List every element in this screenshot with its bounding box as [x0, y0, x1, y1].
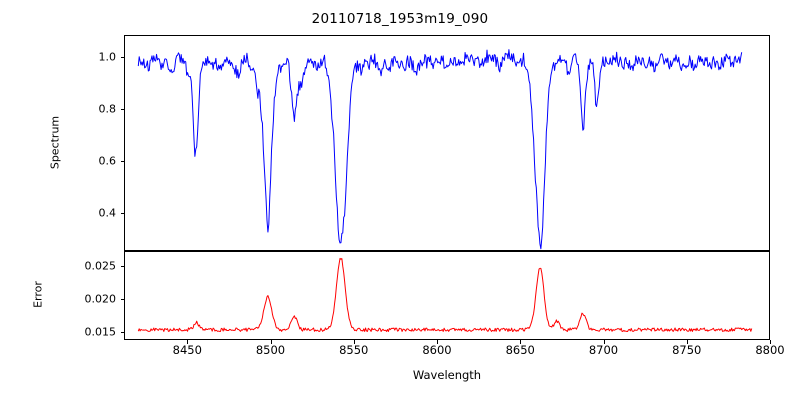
tick-mark [120, 57, 124, 59]
tick-mark [353, 340, 355, 344]
x-axis-tick-label: 8450 [172, 343, 202, 357]
y-axis-tick-label-spectrum: 0.4 [98, 206, 117, 220]
error-line-plot [125, 252, 769, 339]
x-axis-tick-label: 8500 [255, 343, 286, 357]
x-axis-tick-label: 8650 [505, 343, 535, 357]
tick-mark [187, 340, 189, 344]
x-axis-tick-label: 8700 [588, 343, 619, 357]
y-axis-tick-label-spectrum: 0.8 [98, 102, 117, 116]
tick-mark [270, 340, 272, 344]
chart-title: 20110718_1953m19_090 [311, 11, 489, 27]
y-axis-tick-label-error: 0.025 [84, 259, 117, 273]
tick-mark [120, 265, 124, 267]
error-panel [124, 251, 770, 340]
tick-mark [120, 332, 124, 334]
spectrum-line-plot [125, 36, 769, 250]
tick-mark [120, 298, 124, 300]
tick-mark [770, 340, 771, 344]
y-axis-label-spectrum: Spectrum [48, 115, 62, 170]
tick-mark [520, 340, 522, 344]
spectrum-panel [124, 35, 770, 251]
tick-mark [603, 340, 605, 344]
y-axis-tick-label-spectrum: 0.6 [98, 154, 117, 168]
y-axis-label-error: Error [31, 281, 45, 308]
x-axis-tick-label: 8750 [672, 343, 702, 357]
x-axis-tick-label: 8600 [422, 343, 452, 357]
x-axis-tick-label: 8800 [755, 343, 785, 357]
tick-mark [120, 213, 124, 215]
tick-mark [437, 340, 438, 344]
tick-mark [120, 109, 124, 111]
tick-mark [120, 161, 124, 163]
x-axis-label: Wavelength [412, 368, 482, 382]
tick-mark [686, 340, 688, 344]
y-axis-tick-label-spectrum: 1.0 [98, 50, 117, 64]
y-axis-tick-label-error: 0.020 [84, 292, 117, 306]
y-axis-tick-label-error: 0.015 [84, 325, 117, 339]
x-axis-tick-label: 8550 [339, 343, 369, 357]
